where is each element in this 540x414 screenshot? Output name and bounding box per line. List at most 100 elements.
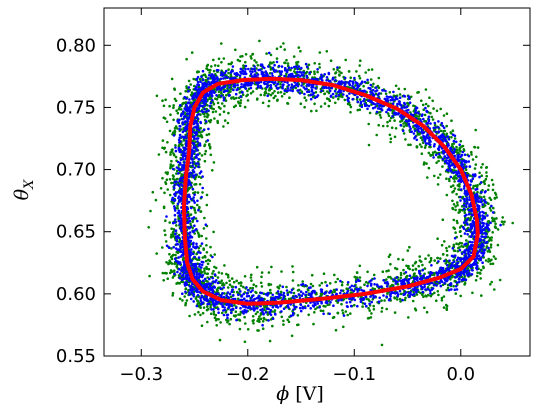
scatter-point <box>191 169 195 172</box>
scatter-point <box>419 136 423 139</box>
scatter-point <box>415 138 419 142</box>
scatter-point <box>448 245 451 248</box>
scatter-point <box>358 276 362 279</box>
scatter-point <box>441 165 444 168</box>
scatter-point <box>286 318 290 322</box>
scatter-point <box>379 116 383 119</box>
scatter-point <box>437 176 440 179</box>
scatter-point <box>465 205 468 209</box>
scatter-point <box>256 86 260 89</box>
scatter-point <box>267 99 271 103</box>
scatter-point <box>422 163 426 166</box>
scatter-point <box>196 83 199 86</box>
scatter-point <box>423 267 427 270</box>
scatter-point <box>385 285 389 288</box>
scatter-point <box>188 195 192 199</box>
scatter-point <box>400 119 404 122</box>
scatter-point <box>205 193 209 197</box>
scatter-point <box>187 236 191 239</box>
scatter-point <box>401 258 405 262</box>
scatter-point <box>259 80 263 84</box>
scatter-point <box>354 280 358 284</box>
scatter-point <box>279 73 283 76</box>
scatter-point <box>147 226 150 229</box>
scatter-point <box>452 142 456 145</box>
scatter-point <box>414 111 417 114</box>
scatter-point <box>178 276 182 280</box>
scatter-point <box>268 89 271 92</box>
scatter-point <box>258 315 261 318</box>
scatter-point <box>413 293 416 296</box>
scatter-point <box>380 310 384 313</box>
scatter-point <box>384 89 387 93</box>
scatter-point <box>483 228 486 231</box>
scatter-point <box>459 199 462 202</box>
scatter-point <box>439 173 442 176</box>
scatter-point <box>380 299 383 302</box>
scatter-point <box>363 80 367 84</box>
scatter-point <box>428 138 431 141</box>
scatter-point <box>176 270 179 274</box>
scatter-point <box>432 107 435 110</box>
scatter-point <box>243 315 246 319</box>
scatter-point <box>511 221 514 225</box>
scatter-point <box>197 165 200 168</box>
scatter-point <box>323 292 326 296</box>
scatter-point <box>365 304 368 308</box>
scatter-point <box>234 285 238 289</box>
scatter-point <box>372 304 376 308</box>
scatter-point <box>174 146 177 149</box>
scatter-point <box>154 198 158 202</box>
scatter-point <box>460 157 464 161</box>
scatter-point <box>320 302 323 305</box>
scatter-point <box>313 62 317 65</box>
scatter-point <box>309 97 313 101</box>
scatter-point <box>447 177 451 181</box>
scatter-point <box>299 102 303 105</box>
scatter-point <box>458 208 461 212</box>
scatter-point <box>187 175 191 179</box>
scatter-point <box>209 153 213 157</box>
scatter-point <box>223 302 226 306</box>
scatter-point <box>358 98 362 101</box>
scatter-point <box>255 61 258 64</box>
scatter-point <box>358 264 362 268</box>
scatter-point <box>201 256 205 259</box>
scatter-point <box>381 124 385 128</box>
scatter-point <box>260 72 264 76</box>
scatter-point <box>346 102 350 106</box>
scatter-point <box>194 297 198 300</box>
scatter-point <box>215 324 218 327</box>
scatter-point <box>494 193 498 196</box>
scatter-point <box>449 175 453 179</box>
scatter-point <box>198 262 201 266</box>
scatter-point <box>338 70 341 73</box>
scatter-point <box>456 155 460 159</box>
scatter-point <box>344 80 347 84</box>
scatter-point <box>262 312 265 315</box>
scatter-point <box>223 264 226 267</box>
scatter-point <box>411 268 415 272</box>
scatter-point <box>175 109 178 112</box>
scatter-point <box>173 209 177 212</box>
scatter-point <box>155 252 158 255</box>
scatter-point <box>446 135 450 138</box>
scatter-point <box>203 152 207 156</box>
scatter-point <box>368 309 372 312</box>
scatter-point <box>488 196 492 200</box>
scatter-point <box>297 284 300 287</box>
scatter-point <box>181 143 184 147</box>
scatter-point <box>407 143 410 147</box>
scatter-point <box>173 207 176 210</box>
scatter-point <box>445 112 449 115</box>
scatter-point <box>223 71 227 75</box>
scatter-point <box>451 184 455 187</box>
scatter-point <box>389 262 392 266</box>
scatter-point <box>478 171 481 175</box>
scatter-point <box>375 110 379 114</box>
scatter-point <box>176 111 180 115</box>
scatter-point <box>338 73 341 76</box>
scatter-point <box>168 221 171 224</box>
scatter-point <box>500 220 504 224</box>
scatter-point <box>260 285 264 288</box>
